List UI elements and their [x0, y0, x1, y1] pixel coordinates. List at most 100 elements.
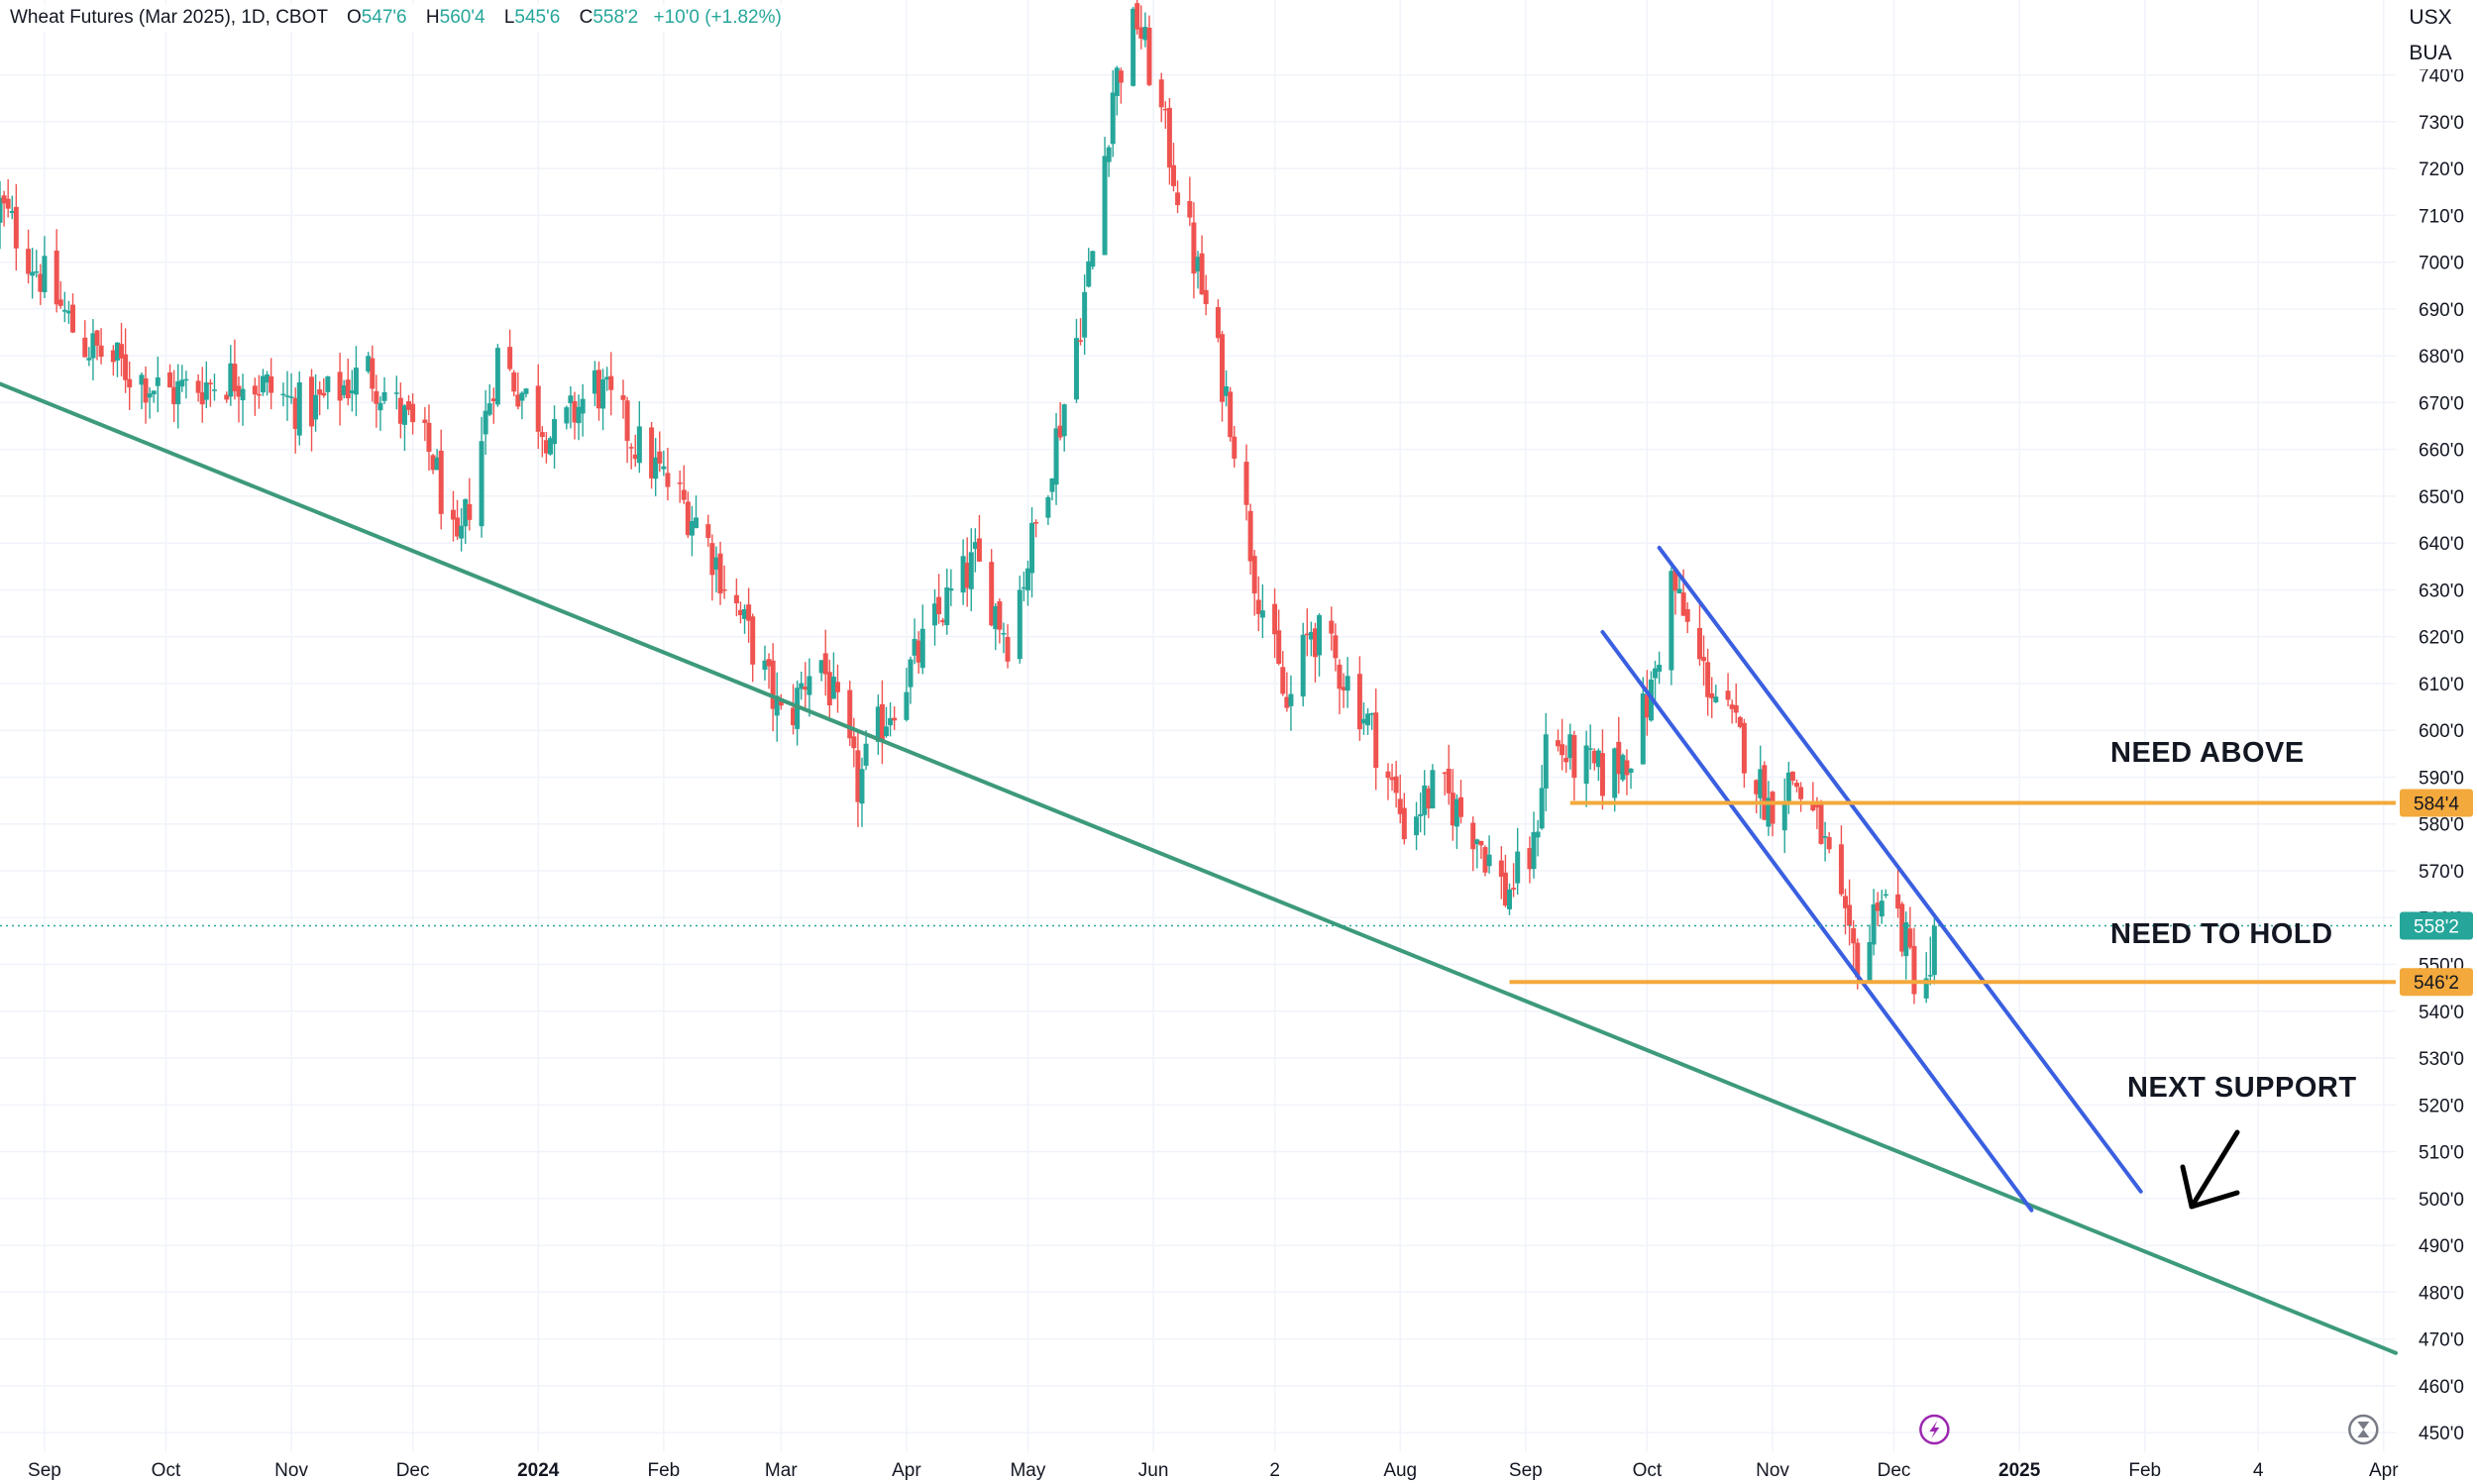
candle-body [859, 769, 865, 804]
price-tick-label: 530'0 [2419, 1049, 2464, 1070]
candle-body [964, 563, 970, 588]
candle-body [1146, 28, 1152, 85]
candle-body [677, 482, 683, 484]
candle-body [1228, 391, 1234, 438]
candle-body [86, 358, 92, 361]
candle-body [1457, 796, 1463, 817]
time-tick-label: Feb [647, 1460, 680, 1481]
candle-body [467, 503, 473, 520]
channel-upper-line [1657, 545, 2143, 1194]
candle-body [1024, 568, 1030, 590]
candle-body [1737, 716, 1743, 727]
candle-body [1053, 428, 1059, 485]
low-label: L [503, 7, 515, 28]
candle-body [1442, 772, 1448, 775]
candle-body [653, 457, 659, 479]
candle-body [1818, 803, 1824, 844]
price-tick-label: 500'0 [2419, 1190, 2464, 1211]
candle-body [1798, 787, 1804, 799]
candle-body [1082, 291, 1088, 338]
candle-body [1899, 903, 1905, 952]
candle-body [366, 356, 372, 371]
candle-body [1498, 860, 1504, 877]
candle-body [1653, 668, 1659, 679]
candle-body [539, 432, 545, 437]
time-tick-label: Dec [396, 1460, 430, 1481]
candle-body [1106, 147, 1112, 162]
candle-body [1729, 704, 1735, 709]
candle-body [572, 401, 578, 423]
candle-body [791, 707, 797, 726]
candle-body [353, 368, 359, 395]
candle-body [199, 392, 205, 405]
candle-body [54, 250, 59, 305]
candle-body [34, 270, 40, 273]
price-tick-label: 470'0 [2419, 1330, 2464, 1351]
candle-body [1021, 586, 1026, 589]
time-axis: Sep Oct Nov Dec 2024 Feb Mar Apr May Jun 2 Aug Sep Oc… [28, 1460, 2399, 1481]
candle-body [919, 628, 925, 669]
candle-body [1595, 750, 1601, 768]
candle-body [30, 271, 36, 276]
arrow-head [2180, 1164, 2240, 1210]
candle-body [98, 345, 104, 358]
candle-body [879, 703, 885, 741]
candle-body [507, 347, 513, 370]
time-tick-label: Sep [1509, 1460, 1543, 1481]
candle-body [636, 426, 642, 464]
candle-body [401, 405, 407, 425]
price-tick-label: 520'0 [2419, 1096, 2464, 1116]
candle-body [543, 440, 549, 454]
time-tick-label: Dec [1878, 1460, 1911, 1481]
candle-body [888, 717, 894, 726]
candle-body [1446, 768, 1452, 794]
candle-body [207, 382, 213, 384]
symbol-title[interactable]: Wheat Futures (Mar 2025), 1D, CBOT [10, 7, 328, 28]
candle-body [406, 401, 412, 410]
candle-body [57, 299, 63, 306]
candle-body [1762, 765, 1768, 820]
unit-label[interactable]: BUA [2398, 38, 2463, 69]
candle-body [1005, 636, 1011, 662]
candle-body [912, 638, 917, 656]
candle-body [325, 375, 331, 392]
candle-body [972, 542, 978, 550]
candle-body [1895, 894, 1901, 909]
candle-body [1422, 785, 1428, 815]
candle-body [960, 556, 966, 593]
candle-body [94, 330, 100, 346]
candle-body [1187, 200, 1193, 218]
candle-body [143, 377, 149, 403]
candle-body [1430, 770, 1436, 809]
candle-body [147, 393, 153, 398]
candle-body [624, 400, 630, 442]
time-tick-label: Feb [2128, 1460, 2161, 1481]
candle-body [1587, 748, 1593, 750]
candle-body [321, 392, 327, 396]
candle-body [948, 588, 954, 591]
candle-body [762, 660, 768, 670]
candle-body [834, 682, 840, 692]
candle-body [1556, 740, 1562, 747]
candle-body [1191, 222, 1197, 274]
time-tick-label: Apr [2369, 1460, 2399, 1481]
candle-body [596, 370, 601, 409]
price-tick-label: 730'0 [2419, 113, 2464, 134]
candle-body [1414, 816, 1420, 836]
candle-body [114, 342, 120, 361]
candle-body [224, 394, 230, 400]
candle-body [313, 394, 319, 420]
candle-body [1110, 92, 1116, 145]
time-tick-label: Nov [274, 1460, 308, 1481]
candle-body [1851, 928, 1857, 944]
candle-body [381, 391, 387, 401]
candle-body [1826, 837, 1832, 850]
candle-body [1255, 599, 1261, 614]
candle-body [705, 524, 711, 538]
currency-label[interactable]: USX [2398, 2, 2463, 34]
candle-body [1931, 925, 1937, 976]
last-price-tag-text: 558'2 [2414, 917, 2459, 938]
candle-body [483, 410, 488, 435]
